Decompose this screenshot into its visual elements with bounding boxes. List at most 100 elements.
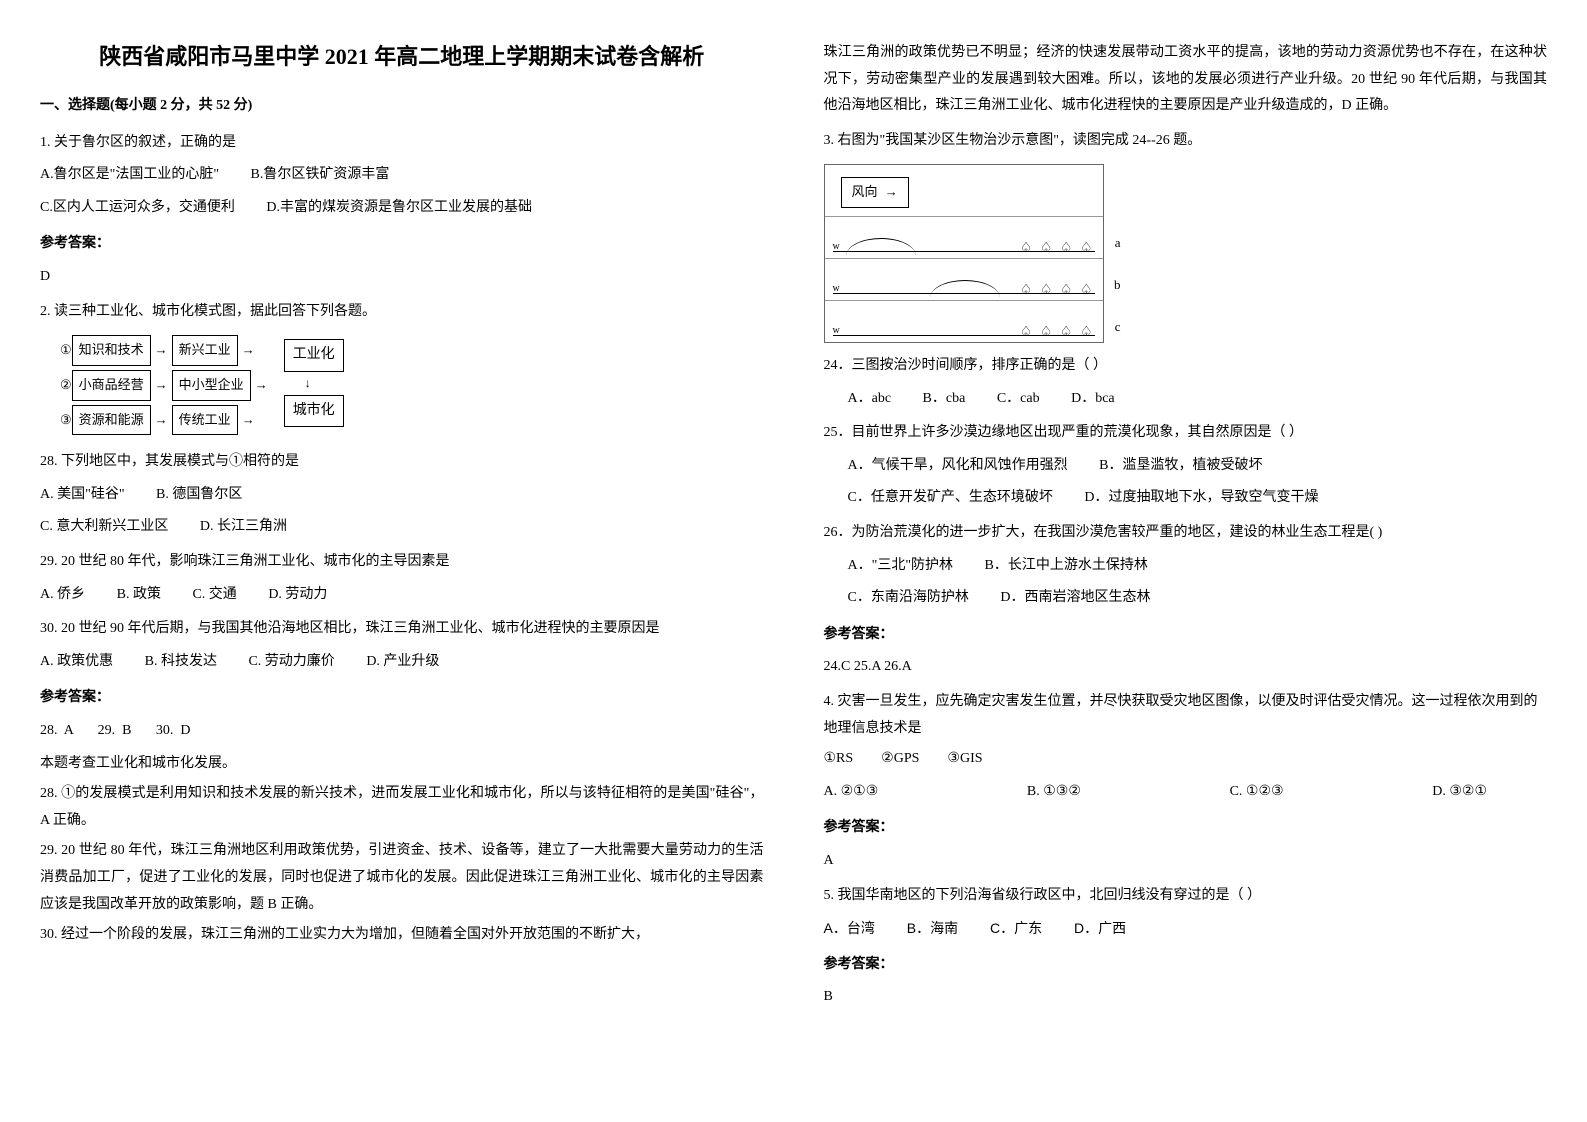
flow-terminal-1: 工业化 bbox=[284, 339, 344, 372]
arrow-right-icon: → bbox=[885, 184, 898, 199]
arrow-icon: → bbox=[155, 373, 168, 398]
flow-num-3: ③ bbox=[60, 408, 72, 433]
q1-options-row1: A.鲁尔区是"法国工业的心脏" B.鲁尔区铁矿资源丰富 bbox=[40, 162, 764, 189]
grass-icon: ᴡ bbox=[833, 279, 840, 298]
diagram-row-c: ᴡ ♤ ♤ ♤ ♤ c bbox=[825, 300, 1103, 342]
q24-opt-a: A．abc bbox=[848, 386, 892, 413]
down-arrow-icon: ↓ bbox=[272, 372, 344, 395]
grass-icon: ᴡ bbox=[833, 321, 840, 340]
q25-opt-b: B．滥垦滥牧，植被受破坏 bbox=[1099, 453, 1262, 480]
q1-opt-a: A.鲁尔区是"法国工业的心脏" bbox=[40, 162, 219, 189]
q1-answer: D bbox=[40, 264, 764, 291]
grass-icon: ᴡ bbox=[833, 237, 840, 256]
q3-stem: 3. 右图为"我国某沙区生物治沙示意图"，读图完成 24--26 题。 bbox=[824, 128, 1548, 155]
q3-answer-label: 参考答案： bbox=[824, 622, 1548, 649]
q29-stem: 29. 20 世纪 80 年代，影响珠江三角洲工业化、城市化的主导因素是 bbox=[40, 549, 764, 576]
q1-opt-c: C.区内人工运河众多，交通便利 bbox=[40, 195, 235, 222]
flow-num-2: ② bbox=[60, 373, 72, 398]
q5-opt-a: A．台湾 bbox=[824, 915, 875, 942]
wind-label-text: 风向 bbox=[852, 184, 878, 199]
flow-terminal-2: 城市化 bbox=[284, 395, 344, 428]
diagram-row-b: ᴡ ♤ ♤ ♤ ♤ b bbox=[825, 258, 1103, 300]
flowchart-diagram: ① 知识和技术 → 新兴工业 → ② 小商品经营 → 中小型企业 → ③ bbox=[60, 335, 764, 439]
q2-answer-label: 参考答案： bbox=[40, 685, 764, 712]
q28-stem: 28. 下列地区中，其发展模式与①相符的是 bbox=[40, 449, 764, 476]
q2-answers: 28. A 29. B 30. D bbox=[40, 718, 764, 745]
q26-stem: 26．为防治荒漠化的进一步扩大，在我国沙漠危害较严重的地区，建设的林业生态工程是… bbox=[824, 520, 1548, 547]
q5-options: A．台湾 B．海南 C．广东 D．广西 bbox=[824, 915, 1548, 942]
hill-icon bbox=[846, 238, 916, 256]
q29-explain: 29. 20 世纪 80 年代，珠江三角洲地区利用政策优势，引进资金、技术、设备… bbox=[40, 838, 764, 918]
flow-num-1: ① bbox=[60, 338, 72, 363]
q4-opt-d: D. ③②① bbox=[1432, 779, 1487, 806]
flow-box-2b: 中小型企业 bbox=[172, 370, 251, 401]
flow-box-3b: 传统工业 bbox=[172, 405, 238, 436]
q4-opt-c: C. ①②③ bbox=[1230, 779, 1284, 806]
q26-opt-d: D．西南岩溶地区生态林 bbox=[1000, 585, 1150, 612]
q25-options-row2: C．任意开发矿产、生态环境破坏 D．过度抽取地下水，导致空气变干燥 bbox=[824, 485, 1548, 512]
q30-opt-d: D. 产业升级 bbox=[366, 649, 439, 676]
q4-circles: ①RS ②GPS ③GIS bbox=[824, 746, 1548, 773]
q1-opt-d: D.丰富的煤炭资源是鲁尔区工业发展的基础 bbox=[266, 195, 532, 222]
flow-box-2a: 小商品经营 bbox=[72, 370, 151, 401]
row-label-b: b bbox=[1114, 273, 1121, 298]
q24-stem: 24．三图按治沙时间顺序，排序正确的是（ ） bbox=[824, 353, 1548, 380]
q26-options-row1: A．"三北"防护林 B．长江中上游水土保持林 bbox=[824, 553, 1548, 580]
flow-row-2: ② 小商品经营 → 中小型企业 → bbox=[60, 370, 272, 401]
q30-stem: 30. 20 世纪 90 年代后期，与我国其他沿海地区相比，珠江三角洲工业化、城… bbox=[40, 616, 764, 643]
arrow-icon: → bbox=[155, 338, 168, 363]
row-label-a: a bbox=[1115, 231, 1121, 256]
q26-opt-c: C．东南沿海防护林 bbox=[848, 585, 969, 612]
q4-opt-a: A. ②①③ bbox=[824, 779, 879, 806]
q28-opt-d: D. 长江三角洲 bbox=[200, 514, 287, 541]
q26-opt-b: B．长江中上游水土保持林 bbox=[985, 553, 1148, 580]
q1-opt-b: B.鲁尔区铁矿资源丰富 bbox=[251, 162, 390, 189]
q3-answers: 24.C 25.A 26.A bbox=[824, 654, 1548, 681]
q30-explain: 30. 经过一个阶段的发展，珠江三角洲的工业实力大为增加，但随着全国对外开放范围… bbox=[40, 922, 764, 949]
q25-stem: 25．目前世界上许多沙漠边缘地区出现严重的荒漠化现象，其自然原因是（ ） bbox=[824, 420, 1548, 447]
q29-opt-a: A. 侨乡 bbox=[40, 582, 85, 609]
q30-opt-b: B. 科技发达 bbox=[145, 649, 217, 676]
q24-options: A．abc B．cba C．cab D．bca bbox=[824, 386, 1548, 413]
arrow-icon: → bbox=[242, 338, 255, 363]
flow-row-1: ① 知识和技术 → 新兴工业 → bbox=[60, 335, 272, 366]
diagram-row-a: ᴡ ♤ ♤ ♤ ♤ a bbox=[825, 216, 1103, 258]
q2-explain-intro: 本题考查工业化和城市化发展。 bbox=[40, 751, 764, 778]
trees-icon: ♤ ♤ ♤ ♤ bbox=[1020, 284, 1095, 298]
q28-opt-c: C. 意大利新兴工业区 bbox=[40, 514, 168, 541]
q30-opt-c: C. 劳动力廉价 bbox=[248, 649, 334, 676]
q5-answer: B bbox=[824, 984, 1548, 1011]
trees-icon: ♤ ♤ ♤ ♤ bbox=[1020, 242, 1095, 256]
q28-opt-a: A. 美国"硅谷" bbox=[40, 482, 125, 509]
q5-answer-label: 参考答案： bbox=[824, 952, 1548, 979]
q30-options: A. 政策优惠 B. 科技发达 C. 劳动力廉价 D. 产业升级 bbox=[40, 649, 764, 676]
trees-icon: ♤ ♤ ♤ ♤ bbox=[1020, 326, 1095, 340]
left-column: 陕西省咸阳市马里中学 2021 年高二地理上学期期末试卷含解析 一、选择题(每小… bbox=[40, 40, 764, 1017]
flow-box-1a: 知识和技术 bbox=[72, 335, 151, 366]
q4-options: A. ②①③ B. ①③② C. ①②③ D. ③②① bbox=[824, 779, 1548, 806]
q5-opt-d: D．广西 bbox=[1074, 915, 1126, 942]
q25-opt-d: D．过度抽取地下水，导致空气变干燥 bbox=[1084, 485, 1318, 512]
q5-opt-c: C．广东 bbox=[990, 915, 1042, 942]
row-label-c: c bbox=[1115, 315, 1121, 340]
q25-opt-a: A．气候干旱，风化和风蚀作用强烈 bbox=[848, 453, 1068, 480]
q2-stem: 2. 读三种工业化、城市化模式图，据此回答下列各题。 bbox=[40, 299, 764, 326]
flow-box-1b: 新兴工业 bbox=[172, 335, 238, 366]
document-title: 陕西省咸阳市马里中学 2021 年高二地理上学期期末试卷含解析 bbox=[40, 40, 764, 73]
q4-opt-b: B. ①③② bbox=[1027, 779, 1081, 806]
q4-answer: A bbox=[824, 848, 1548, 875]
q28-options-row1: A. 美国"硅谷" B. 德国鲁尔区 bbox=[40, 482, 764, 509]
q28-explain: 28. ①的发展模式是利用知识和技术发展的新兴技术，进而发展工业化和城市化，所以… bbox=[40, 781, 764, 834]
section-heading: 一、选择题(每小题 2 分，共 52 分) bbox=[40, 93, 764, 120]
q29-opt-b: B. 政策 bbox=[117, 582, 161, 609]
flow-box-3a: 资源和能源 bbox=[72, 405, 151, 436]
arrow-icon: → bbox=[155, 408, 168, 433]
q29-options: A. 侨乡 B. 政策 C. 交通 D. 劳动力 bbox=[40, 582, 764, 609]
q30-explain-cont: 珠江三角洲的政策优势已不明显；经济的快速发展带动工资水平的提高，该地的劳动力资源… bbox=[824, 40, 1548, 120]
q1-options-row2: C.区内人工运河众多，交通便利 D.丰富的煤炭资源是鲁尔区工业发展的基础 bbox=[40, 195, 764, 222]
q24-opt-b: B．cba bbox=[923, 386, 966, 413]
q26-opt-a: A．"三北"防护林 bbox=[848, 553, 954, 580]
flow-row-3: ③ 资源和能源 → 传统工业 → bbox=[60, 405, 272, 436]
q1-stem: 1. 关于鲁尔区的叙述，正确的是 bbox=[40, 130, 764, 157]
q4-stem: 4. 灾害一旦发生，应先确定灾害发生位置，并尽快获取受灾地区图像，以便及时评估受… bbox=[824, 689, 1548, 742]
